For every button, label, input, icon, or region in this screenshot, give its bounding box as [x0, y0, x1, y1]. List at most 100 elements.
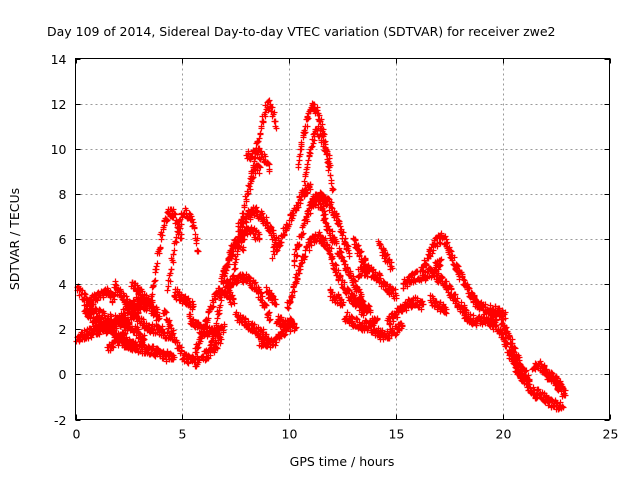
- data-point-marker: [213, 344, 220, 351]
- data-point-marker: [436, 261, 443, 268]
- data-point-marker: [256, 170, 263, 177]
- data-point-marker: [304, 123, 311, 130]
- data-point-marker: [287, 328, 294, 335]
- data-point-marker: [301, 178, 308, 185]
- x-tick-label: 10: [282, 427, 298, 442]
- data-point-marker: [554, 385, 561, 392]
- data-point-marker: [333, 210, 340, 217]
- y-tick-label: 12: [51, 97, 67, 112]
- data-point-marker: [314, 104, 321, 111]
- data-point-marker: [329, 289, 336, 296]
- data-point-marker: [164, 217, 171, 224]
- data-point-marker: [443, 236, 450, 243]
- data-point-marker: [214, 345, 221, 352]
- y-tick-label: -2: [54, 413, 66, 428]
- data-point-marker: [281, 231, 288, 238]
- data-point-marker: [218, 297, 225, 304]
- x-axis-ticks: 0 5 10 15 20 25: [73, 58, 618, 442]
- data-point-marker: [305, 115, 312, 122]
- data-point-marker: [320, 203, 327, 210]
- data-point-marker: [288, 293, 295, 300]
- data-point-marker: [253, 209, 260, 216]
- data-point-marker: [87, 298, 94, 305]
- data-point-marker: [423, 262, 430, 269]
- data-point-marker: [245, 190, 252, 197]
- data-point-marker: [214, 315, 221, 322]
- data-point-marker: [498, 316, 505, 323]
- data-point-marker: [205, 315, 212, 322]
- data-point-marker: [257, 130, 264, 137]
- data-point-marker: [403, 307, 410, 314]
- data-point-marker: [228, 301, 235, 308]
- data-point-marker: [256, 286, 263, 293]
- data-point-marker: [298, 146, 305, 153]
- data-point-marker: [351, 277, 358, 284]
- data-point-marker: [346, 250, 353, 257]
- data-point-marker: [127, 300, 134, 307]
- data-point-marker: [234, 248, 241, 255]
- data-point-marker: [322, 219, 329, 226]
- data-point-marker: [509, 340, 516, 347]
- data-point-marker: [383, 252, 390, 259]
- data-point-marker: [252, 149, 259, 156]
- data-point-marker: [482, 301, 489, 308]
- data-point-marker: [272, 296, 279, 303]
- data-point-marker: [302, 182, 309, 189]
- data-point-marker: [211, 330, 218, 337]
- data-point-marker: [512, 345, 519, 352]
- data-point-marker: [298, 139, 305, 146]
- data-point-marker: [150, 283, 157, 290]
- data-point-marker: [217, 294, 224, 301]
- data-point-marker: [297, 196, 304, 203]
- data-point-marker: [258, 125, 265, 132]
- data-point-marker: [141, 336, 148, 343]
- data-point-marker: [337, 273, 344, 280]
- data-point-marker: [250, 164, 257, 171]
- data-point-marker: [357, 249, 364, 256]
- data-point-marker: [389, 265, 396, 272]
- data-point-marker: [146, 298, 153, 305]
- data-point-marker: [393, 292, 400, 299]
- data-point-marker: [323, 151, 330, 158]
- data-point-marker: [502, 315, 509, 322]
- data-point-marker: [149, 346, 156, 353]
- x-tick-label: 15: [389, 427, 405, 442]
- data-point-marker: [399, 322, 406, 329]
- data-point-marker: [185, 295, 192, 302]
- data-point-marker: [191, 224, 198, 231]
- data-point-marker: [342, 235, 349, 242]
- data-point-marker: [318, 116, 325, 123]
- data-point-marker: [249, 168, 256, 175]
- data-point-marker: [438, 275, 445, 282]
- data-point-marker: [215, 311, 222, 318]
- data-point-marker: [291, 320, 298, 327]
- data-point-marker: [158, 236, 165, 243]
- data-point-marker: [330, 186, 337, 193]
- data-point-marker: [192, 231, 199, 238]
- x-tick-label: 5: [179, 427, 187, 442]
- data-point-marker: [419, 272, 426, 279]
- data-point-marker: [132, 339, 139, 346]
- data-point-marker: [325, 223, 332, 230]
- data-point-marker: [322, 145, 329, 152]
- data-point-marker: [247, 214, 254, 221]
- data-point-marker: [165, 283, 172, 290]
- data-point-marker: [96, 306, 103, 313]
- data-point-marker: [327, 172, 334, 179]
- data-point-marker: [115, 342, 122, 349]
- data-point-marker: [345, 286, 352, 293]
- data-point-marker: [299, 231, 306, 238]
- data-point-marker: [319, 121, 326, 128]
- data-point-marker: [267, 316, 274, 323]
- data-point-marker: [273, 246, 280, 253]
- data-point-marker: [302, 253, 309, 260]
- data-point-marker: [519, 366, 526, 373]
- y-tick-label: 0: [59, 367, 67, 382]
- data-point-marker: [438, 230, 445, 237]
- data-point-marker: [502, 309, 509, 316]
- data-point-marker: [189, 304, 196, 311]
- data-point-marker: [511, 344, 518, 351]
- data-point-marker: [329, 228, 336, 235]
